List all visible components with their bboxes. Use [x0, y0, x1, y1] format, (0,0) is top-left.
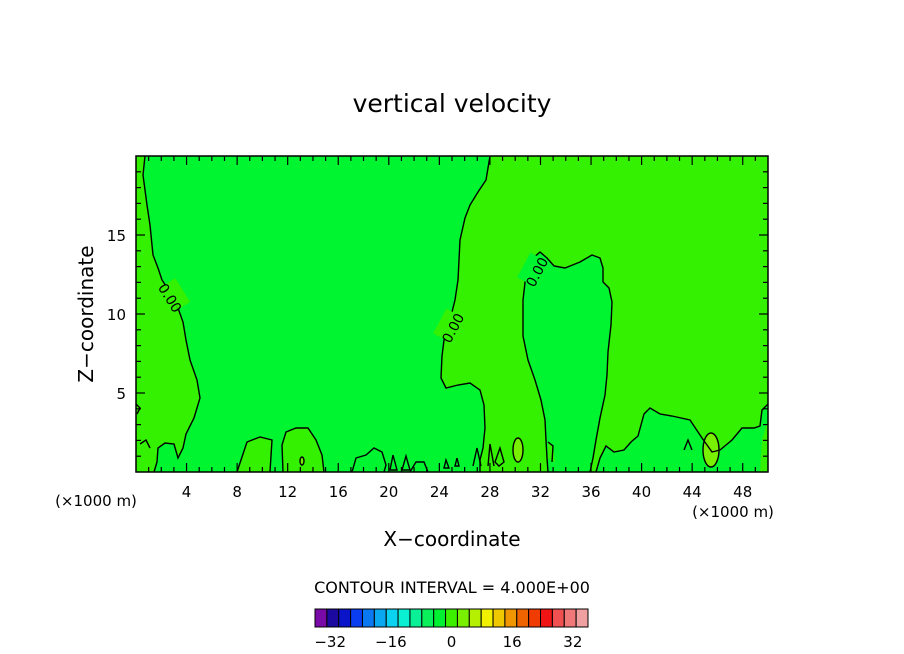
x-tick-label: 20: [379, 483, 398, 501]
colorbar-swatch: [551, 608, 565, 628]
colorbar-swatch: [528, 608, 542, 628]
contour-line-small-1: [389, 454, 398, 471]
zero-contours: [135, 155, 769, 473]
contour-line-cell-45: [702, 432, 720, 468]
colorbar-swatch: [456, 608, 470, 628]
y-tick-label: 5: [116, 385, 126, 403]
colorbar-swatch: [338, 608, 352, 628]
colorbar-labels: −32 −16 0 16 32: [314, 633, 582, 651]
colorbar-tick-label: 16: [503, 633, 522, 651]
contour-label-bg-right: [517, 252, 543, 284]
colorbar-swatch: [504, 608, 518, 628]
contour-line-bottom-3: [351, 447, 387, 473]
colorbar-swatch: [492, 608, 506, 628]
contour-interval-label: CONTOUR INTERVAL = 4.000E+00: [314, 578, 590, 597]
plot-area: 0.00 0.00 0.00: [135, 155, 769, 473]
y-tick-label: 10: [107, 306, 126, 324]
x-tick-label: 36: [581, 483, 600, 501]
contour-line-small-5: [472, 447, 482, 467]
high-cell-small: [300, 457, 304, 465]
y-tick-label: 15: [107, 227, 126, 245]
contour-line-right: [522, 251, 613, 473]
contour-line-small-3: [443, 457, 451, 469]
high-cell-30: [513, 438, 523, 462]
axis-ticks: [136, 156, 768, 472]
x-tick-label: 16: [329, 483, 348, 501]
colorbar-swatch: [575, 608, 589, 628]
x-tick-label: 4: [182, 483, 192, 501]
colorbar-swatch: [421, 608, 435, 628]
colorbar-swatch: [350, 608, 363, 628]
colorbar-swatch: [314, 608, 328, 628]
contour-line-cell-small: [299, 456, 305, 466]
colorbar-swatch: [326, 608, 340, 628]
colorbar-swatch: [373, 608, 387, 628]
colorbar-swatch: [361, 608, 375, 628]
contour-line-center: [440, 155, 491, 472]
contour-line-small-6: [487, 443, 495, 467]
x-tick-label: 24: [430, 483, 449, 501]
contour-line-small-8: [683, 438, 693, 451]
x-tick-label: 48: [733, 483, 752, 501]
colorbar-swatch: [563, 608, 577, 628]
x-tick-label: 40: [632, 483, 651, 501]
colorbar-swatch: [445, 608, 458, 628]
colorbar-swatch: [409, 608, 423, 628]
colorbar-tick-label: 32: [563, 633, 582, 651]
colorbar-tick-label: 0: [447, 633, 457, 651]
x-tick-label: 8: [232, 483, 242, 501]
contour-line-far-right: [595, 403, 769, 473]
x-unit-right: (×1000 m): [692, 503, 774, 521]
colorbar-tick-label: −16: [375, 633, 407, 651]
x-axis-label: X−coordinate: [383, 527, 520, 551]
colorbar: [314, 608, 589, 628]
positive-region-center: [441, 156, 768, 472]
contour-line-small-7: [494, 445, 505, 467]
x-tick-labels: 4 8 12 16 20 24 28 32 36 40 44 48: [182, 483, 752, 501]
positive-region-left: [136, 156, 200, 472]
positive-region-low-right: [760, 420, 768, 472]
contour-label-bg-center: [433, 308, 459, 340]
contour-line-left: [142, 155, 201, 473]
contour-line-bottom-4: [409, 461, 429, 473]
x-unit-left: (×1000 m): [55, 492, 137, 510]
y-tick-labels: 5 10 15: [107, 227, 126, 403]
colorbar-swatch: [516, 608, 530, 628]
colorbar-swatch: [540, 608, 553, 628]
contour-line-bottom-2: [281, 427, 325, 473]
contour-line-small-2: [401, 453, 411, 471]
x-tick-label: 12: [278, 483, 297, 501]
contour-line-cell-30: [512, 437, 524, 463]
contour-line-bottom-5: [547, 441, 554, 463]
contour-label-bg-left: [163, 278, 191, 310]
y-axis-label: Z−coordinate: [74, 245, 98, 382]
x-tick-label: 32: [531, 483, 550, 501]
contour-line-small-4: [454, 457, 460, 467]
colorbar-swatch: [385, 608, 399, 628]
colorbar-swatch: [480, 608, 494, 628]
colorbar-swatch: [468, 608, 482, 628]
x-tick-label: 28: [480, 483, 499, 501]
colorbar-swatch: [433, 608, 447, 628]
positive-regions: [136, 156, 768, 472]
contour-line-small-9: [135, 403, 141, 415]
positive-region-bottom-mid: [282, 428, 324, 472]
chart-title: vertical velocity: [353, 89, 552, 118]
contour-line-bottom-1: [236, 436, 273, 473]
colorbar-swatch: [397, 608, 411, 628]
x-tick-label: 44: [683, 483, 702, 501]
colorbar-tick-label: −32: [314, 633, 346, 651]
contour-line-small-10: [139, 438, 151, 449]
